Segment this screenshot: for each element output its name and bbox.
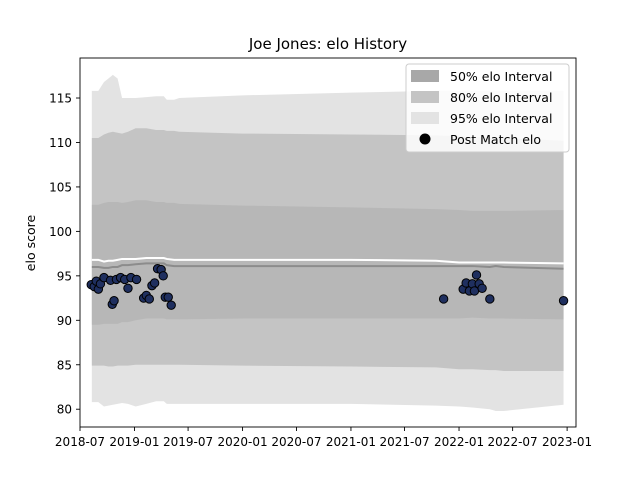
post-match-point: [558, 296, 569, 306]
y-tick-label: 95: [57, 269, 72, 283]
post-match-point: [144, 294, 154, 304]
post-match-point: [166, 300, 176, 310]
post-match-point: [477, 283, 487, 293]
post-match-point: [123, 283, 133, 293]
x-tick-label: 2019-07: [163, 435, 213, 449]
legend-swatch-95: [411, 112, 439, 124]
y-tick-label: 90: [57, 314, 72, 328]
legend-label-points: Post Match elo: [450, 132, 541, 147]
legend-label-50: 50% elo Interval: [450, 69, 552, 84]
band-50: [91, 200, 564, 325]
y-tick-label: 105: [49, 180, 72, 194]
post-match-point: [485, 294, 495, 304]
post-match-point: [438, 294, 449, 304]
plot-frame: [79, 57, 577, 428]
legend-label-80: 80% elo Interval: [450, 90, 552, 105]
post-match-point: [131, 274, 142, 285]
post-match-point: [149, 278, 160, 288]
x-tick-label: 2022-01: [434, 435, 484, 449]
legend-box: [405, 63, 570, 153]
x-tick-label: 2018-07: [55, 435, 105, 449]
x-axis: 2018-07 2019-01 2019-07 2020-01 2020-07 2021-…: [55, 427, 592, 449]
x-tick-label: 2022-07: [488, 435, 538, 449]
x-tick-label: 2021-01: [326, 435, 376, 449]
legend-swatch-50: [411, 70, 439, 82]
y-tick-label: 115: [49, 92, 72, 106]
confidence-bands: [91, 74, 564, 411]
x-tick-label: 2020-07: [271, 435, 321, 449]
elo-lines: [91, 257, 564, 270]
x-tick-label: 2020-01: [217, 435, 267, 449]
x-tick-label: 2019-01: [109, 435, 159, 449]
x-tick-label: 2023-01: [542, 435, 592, 449]
post-match-point: [109, 296, 119, 306]
y-tick-label: 85: [57, 358, 72, 372]
y-tick-label: 100: [49, 225, 72, 239]
mean-elo-line: [91, 262, 564, 270]
post-match-points: [86, 264, 569, 310]
chart-title: Joe Jones: elo History: [248, 35, 407, 53]
post-match-point: [163, 292, 173, 302]
legend-swatch-80: [411, 91, 439, 103]
x-tick-label: 2021-07: [379, 435, 429, 449]
legend: 50% elo Interval 80% elo Interval 95% el…: [405, 63, 570, 153]
legend-label-95: 95% elo Interval: [450, 111, 552, 126]
post-match-point: [471, 270, 482, 280]
legend-marker-points: [419, 133, 431, 145]
band-80: [91, 128, 564, 371]
upper-elo-line: [91, 257, 564, 265]
y-axis-label: elo score: [23, 215, 38, 272]
y-tick-label: 80: [57, 403, 72, 417]
post-match-point: [158, 271, 168, 281]
y-tick-label: 110: [49, 136, 72, 150]
y-axis: 80 85 90 95 100 105 110 115: [49, 92, 80, 417]
